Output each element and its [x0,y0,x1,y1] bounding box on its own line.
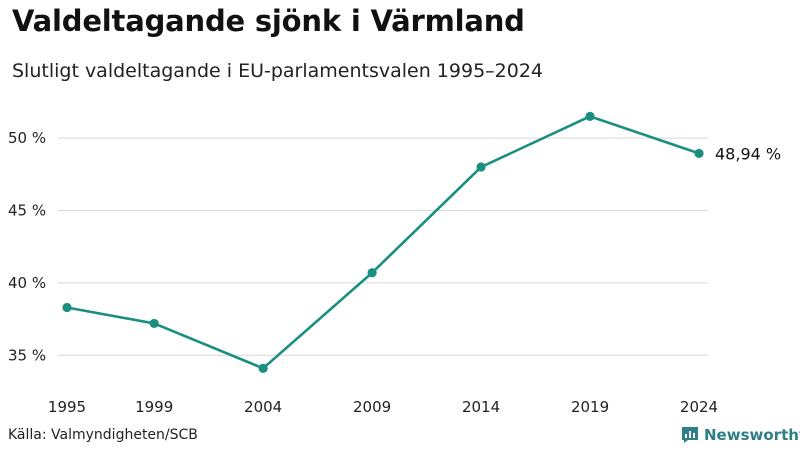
y-tick-label: 50 % [8,129,46,147]
chart-title: Valdeltagande sjönk i Värmland [12,4,525,38]
data-point [694,148,704,159]
data-point [149,318,159,329]
x-tick-label: 2024 [680,398,718,416]
y-tick-label: 45 % [8,201,46,219]
data-point [367,268,377,278]
y-tick-label: 40 % [8,274,46,292]
x-tick-label: 2019 [571,398,609,416]
data-point [476,162,486,172]
data-point [258,363,268,373]
x-tick-label: 1995 [48,398,86,416]
newsworthy-logo-icon [682,427,698,443]
x-tick-label: 2009 [353,398,391,416]
data-point [62,302,72,313]
end-value-label: 48,94 % [715,144,781,163]
chart-subtitle: Slutligt valdeltagande i EU-parlamentsva… [12,60,544,82]
brand-name: Newsworthy [704,426,800,444]
data-point [585,111,595,121]
brand-logo: Newsworthy [681,426,800,444]
series-line [65,115,701,370]
y-tick-label: 35 % [8,346,46,364]
x-tick-label: 2004 [244,398,282,416]
x-tick-label: 1999 [135,398,173,416]
x-tick-label: 2014 [462,398,500,416]
source-note: Källa: Valmyndigheten/SCB [8,427,198,443]
